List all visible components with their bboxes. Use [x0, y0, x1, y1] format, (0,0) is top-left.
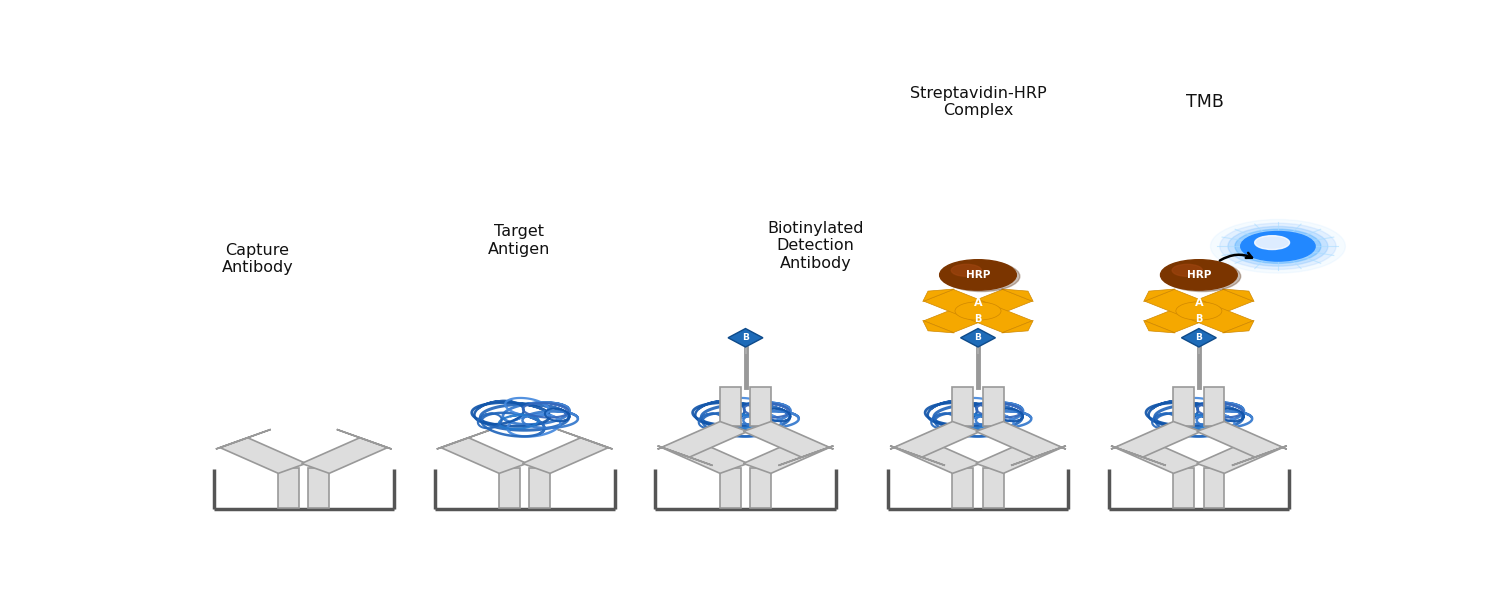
Polygon shape [662, 437, 747, 473]
Text: Target
Antigen: Target Antigen [488, 224, 550, 257]
Polygon shape [1114, 422, 1202, 457]
Text: HRP: HRP [966, 270, 990, 280]
Polygon shape [1011, 446, 1066, 466]
Polygon shape [278, 469, 298, 508]
Polygon shape [952, 387, 974, 427]
Text: A: A [1194, 298, 1203, 308]
Circle shape [1234, 229, 1322, 263]
Polygon shape [894, 437, 980, 473]
Polygon shape [1144, 289, 1252, 332]
Polygon shape [1222, 289, 1254, 302]
Polygon shape [976, 422, 1062, 457]
Text: B: B [975, 314, 981, 324]
Polygon shape [778, 446, 834, 466]
Polygon shape [894, 422, 980, 457]
Text: B: B [1196, 314, 1203, 324]
Circle shape [1172, 265, 1203, 277]
Polygon shape [530, 469, 550, 508]
Circle shape [1254, 236, 1290, 250]
Polygon shape [890, 430, 945, 449]
Circle shape [1176, 302, 1222, 320]
Text: B: B [1196, 333, 1203, 342]
Polygon shape [1232, 446, 1287, 466]
Text: TMB: TMB [1185, 93, 1224, 111]
Polygon shape [744, 422, 830, 457]
Polygon shape [922, 320, 954, 333]
Polygon shape [1173, 469, 1194, 508]
Polygon shape [720, 387, 741, 427]
Polygon shape [778, 430, 834, 449]
Polygon shape [216, 430, 272, 449]
Polygon shape [720, 469, 741, 508]
Polygon shape [750, 469, 771, 508]
Polygon shape [1232, 430, 1287, 449]
Polygon shape [662, 422, 747, 457]
Polygon shape [220, 437, 306, 473]
Polygon shape [441, 437, 526, 473]
Polygon shape [750, 387, 771, 427]
Circle shape [1220, 223, 1336, 269]
Polygon shape [952, 469, 974, 508]
Polygon shape [302, 437, 387, 473]
Polygon shape [890, 446, 945, 466]
Polygon shape [1143, 320, 1174, 333]
Circle shape [951, 265, 981, 277]
Polygon shape [982, 469, 1004, 508]
Polygon shape [1002, 289, 1034, 302]
Polygon shape [500, 469, 520, 508]
Polygon shape [924, 289, 1032, 332]
Circle shape [956, 302, 1000, 320]
Polygon shape [1222, 320, 1254, 333]
Polygon shape [1203, 469, 1224, 508]
Text: B: B [975, 333, 981, 342]
Polygon shape [1173, 387, 1194, 427]
Polygon shape [1011, 430, 1066, 449]
Circle shape [1240, 232, 1316, 261]
Polygon shape [976, 437, 1062, 473]
Polygon shape [1143, 289, 1174, 302]
Polygon shape [657, 446, 712, 466]
Polygon shape [960, 329, 996, 347]
Polygon shape [657, 430, 712, 449]
Circle shape [939, 260, 1017, 290]
Polygon shape [309, 469, 330, 508]
Text: Capture
Antibody: Capture Antibody [222, 243, 292, 275]
Polygon shape [922, 289, 954, 302]
Polygon shape [982, 387, 1004, 427]
Polygon shape [522, 437, 609, 473]
Polygon shape [1197, 422, 1282, 457]
Text: A: A [974, 298, 982, 308]
Polygon shape [1112, 430, 1166, 449]
Polygon shape [1203, 387, 1224, 427]
Text: Streptavidin-HRP
Complex: Streptavidin-HRP Complex [909, 86, 1047, 118]
Polygon shape [1182, 329, 1216, 347]
Circle shape [1210, 220, 1346, 273]
Polygon shape [336, 430, 392, 449]
Polygon shape [924, 289, 1032, 332]
Polygon shape [558, 430, 612, 449]
Circle shape [1161, 260, 1238, 290]
Text: Biotinylated
Detection
Antibody: Biotinylated Detection Antibody [766, 221, 864, 271]
Polygon shape [1197, 437, 1282, 473]
Polygon shape [1112, 446, 1166, 466]
Circle shape [1164, 261, 1240, 292]
Polygon shape [744, 437, 830, 473]
Polygon shape [728, 329, 764, 347]
Circle shape [944, 261, 1020, 292]
Text: B: B [742, 333, 748, 342]
Polygon shape [436, 430, 492, 449]
Polygon shape [1114, 437, 1202, 473]
Text: HRP: HRP [1186, 270, 1210, 280]
Circle shape [1228, 226, 1328, 266]
Polygon shape [1002, 320, 1034, 333]
Polygon shape [1144, 289, 1252, 332]
